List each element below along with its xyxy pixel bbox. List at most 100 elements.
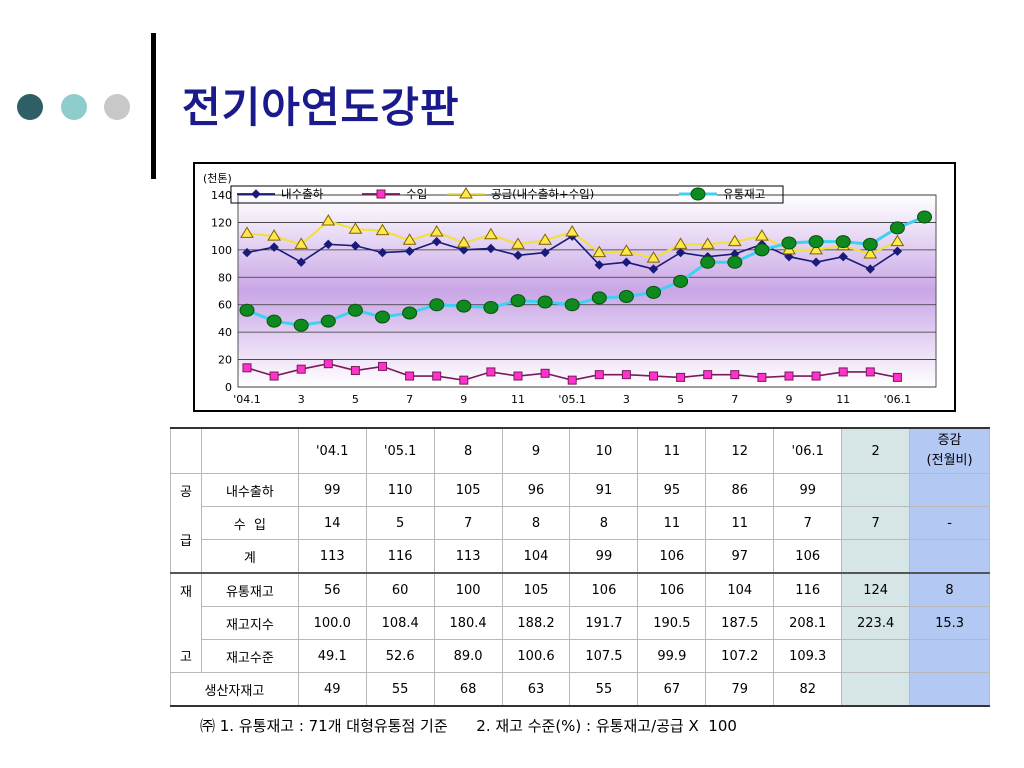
data-point <box>431 236 442 247</box>
data-table-body: '04.1'05.1 8 9 10 11 12'06.1 2 증감 (전월비) 공 내수출하 99 1… <box>170 427 990 707</box>
table-cell: 55 <box>569 672 639 707</box>
data-point <box>323 359 333 369</box>
data-point <box>730 370 740 380</box>
table-cell-change <box>909 639 990 673</box>
data-point <box>266 314 282 328</box>
data-point <box>835 235 851 249</box>
title-divider <box>151 33 156 179</box>
data-point <box>538 233 552 245</box>
table-cell-feb: 223.4 <box>841 606 911 640</box>
data-point <box>483 300 499 314</box>
row-label: 수 입 <box>200 506 299 540</box>
data-point <box>564 298 580 312</box>
data-point <box>402 233 417 245</box>
group-label: 급 <box>170 506 202 574</box>
table-cell: 106 <box>569 572 639 607</box>
data-point <box>267 229 281 241</box>
data-point <box>621 370 631 380</box>
data-point <box>565 225 580 237</box>
table-cell-feb <box>841 672 911 707</box>
decor-dot-1 <box>17 94 43 120</box>
data-point <box>242 247 252 258</box>
data-point <box>892 372 902 382</box>
data-point <box>456 299 472 313</box>
data-point <box>320 314 336 328</box>
data-point <box>405 371 415 381</box>
x-tick-label: 11 <box>836 393 850 406</box>
data-point <box>242 363 252 373</box>
table-cell: 105 <box>433 473 503 507</box>
table-cell: 14 <box>297 506 367 540</box>
data-point <box>784 252 794 262</box>
data-point <box>673 274 689 288</box>
data-point <box>239 303 255 317</box>
legend-label: 유통재고 <box>723 187 765 201</box>
data-point <box>510 294 526 308</box>
legend-label: 공급(내수출하+수입) <box>491 187 594 201</box>
data-point <box>892 246 903 256</box>
x-tick-label: 9 <box>786 393 793 406</box>
decor-dot-2 <box>61 94 87 120</box>
x-tick-label: 7 <box>731 393 738 406</box>
table-cell: 89.0 <box>433 639 503 673</box>
table-cell: 99 <box>297 473 367 507</box>
table-cell-feb: 7 <box>841 506 911 540</box>
data-point <box>618 289 634 303</box>
column-header: 11 <box>637 427 707 474</box>
column-header: '06.1 <box>773 427 843 474</box>
data-point <box>511 237 525 249</box>
x-tick-label: '04.1 <box>233 393 261 406</box>
data-point <box>296 257 306 267</box>
data-point <box>375 310 390 324</box>
y-tick-label: 0 <box>225 381 232 394</box>
table-cell: 52.6 <box>365 639 435 673</box>
y-tick-label: 100 <box>211 244 232 257</box>
data-point <box>865 264 876 274</box>
table-cell: 8 <box>569 506 639 540</box>
table-cell: 11 <box>705 506 775 540</box>
data-point <box>486 367 496 377</box>
data-point <box>269 242 279 252</box>
data-point <box>755 229 769 241</box>
table-cell-feb: 124 <box>841 572 911 607</box>
table-cell: 106 <box>637 572 707 607</box>
data-point <box>889 221 905 235</box>
data-point <box>863 246 878 259</box>
table-cell: 99.9 <box>637 639 707 673</box>
footnote: ㈜ 1. 유통재고 : 71개 대형유통점 기준 2. 재고 수준(%) : 유… <box>200 717 737 735</box>
data-point <box>432 371 442 381</box>
table-cell: 97 <box>705 539 775 574</box>
data-point <box>293 318 309 332</box>
table-cell: 113 <box>297 539 367 574</box>
data-point <box>808 235 824 249</box>
table-cell: 7 <box>433 506 503 540</box>
data-point <box>540 368 550 378</box>
table-cell: 187.5 <box>705 606 775 640</box>
data-point <box>377 247 388 258</box>
row-label: 재고지수 <box>200 606 299 640</box>
x-tick-label: 3 <box>298 393 305 406</box>
table-cell-feb <box>841 473 911 507</box>
row-label: 재고수준 <box>200 639 299 673</box>
legend-marker <box>251 189 261 199</box>
data-point <box>811 371 821 381</box>
data-point <box>700 237 715 249</box>
y-tick-label: 120 <box>211 216 232 229</box>
data-point <box>862 237 878 251</box>
data-point <box>648 264 659 274</box>
column-header: 2 <box>841 427 911 474</box>
table-cell: 108.4 <box>365 606 435 640</box>
table-cell: 95 <box>637 473 707 507</box>
data-point <box>619 244 634 256</box>
data-point <box>754 243 770 257</box>
table-cell-change <box>909 539 990 574</box>
table-row: 고 재고수준 49.1 52.6 89.0 100.6 107.5 99.9 107.2 109.… <box>170 639 990 673</box>
data-point <box>348 222 363 234</box>
data-point <box>294 237 309 249</box>
table-cell: 110 <box>365 473 435 507</box>
column-header: '04.1 <box>297 427 367 474</box>
data-point <box>646 285 661 299</box>
decor-dot-3 <box>104 94 130 120</box>
table-cell: 100 <box>433 572 503 607</box>
x-tick-label: 11 <box>511 393 525 406</box>
